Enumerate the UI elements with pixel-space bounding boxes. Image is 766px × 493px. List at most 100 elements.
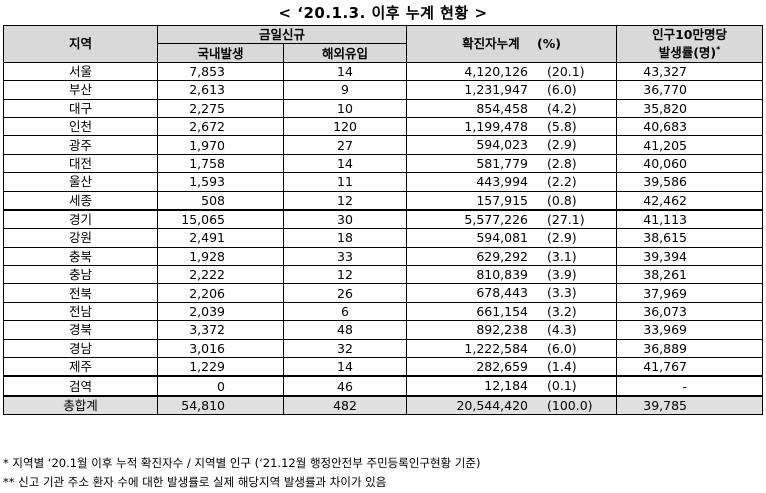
cell-domestic: 1,928 (157, 246, 284, 267)
header-cumulative: 확진자누계 (%) (406, 25, 618, 63)
cell-cumulative-value: 594,081 (476, 230, 529, 246)
cell-rate: 39,785 (616, 394, 764, 416)
cell-cumulative-percent: (2.9) (547, 230, 577, 246)
cell-domestic: 3,016 (157, 338, 284, 359)
table-row: 울산 1,593 11 443,994 (2.2) 39,586 (3, 172, 764, 192)
header-percent-label: (%) (537, 36, 561, 52)
cell-cumulative-percent: (4.2) (547, 100, 577, 116)
cell-cumulative-value: 282,659 (476, 359, 529, 375)
header-overseas: 해외유입 (282, 43, 408, 63)
cell-cumulative: 4,120,126 (20.1) (406, 61, 618, 82)
cell-rate: 40,683 (616, 116, 764, 137)
header-new-today: 금일신규 (156, 24, 408, 45)
cell-overseas: 18 (282, 228, 408, 248)
cell-cumulative: 594,081 (2.9) (406, 228, 618, 248)
table-row: 광주 1,970 27 594,023 (2.9) 41,205 (3, 135, 764, 155)
table-row: 경남 3,016 32 1,222,584 (6.0) 36,889 (3, 338, 764, 359)
cell-cumulative: 443,994 (2.2) (406, 172, 618, 192)
cell-cumulative-value: 854,458 (476, 100, 529, 116)
table-row: 전북 2,206 26 678,443 (3.3) 37,969 (3, 283, 764, 303)
cell-region: 광주 (3, 135, 158, 155)
cell-cumulative-value: 12,184 (484, 378, 529, 394)
cell-cumulative-value: 661,154 (476, 303, 529, 319)
table-row: 전남 2,039 6 661,154 (3.2) 36,073 (3, 301, 764, 322)
cell-region: 전남 (3, 301, 158, 322)
cell-overseas: 14 (282, 153, 408, 174)
cell-cumulative-percent: (100.0) (547, 397, 593, 413)
cell-rate: 41,767 (616, 357, 764, 377)
cell-domestic: 7,853 (157, 61, 284, 82)
cell-domestic: 0 (157, 375, 284, 397)
cell-rate: 41,113 (616, 208, 764, 230)
cell-domestic: 2,613 (157, 80, 284, 100)
cell-cumulative-percent: (2.2) (547, 174, 577, 190)
table-row: 대구 2,275 10 854,458 (4.2) 35,820 (3, 98, 764, 118)
cell-region: 충북 (3, 246, 158, 267)
cell-cumulative-value: 581,779 (476, 155, 529, 171)
cell-region: 검역 (3, 375, 158, 397)
cell-cumulative-value: 157,915 (476, 192, 529, 208)
cell-rate: - (616, 375, 764, 397)
cell-rate: 36,073 (616, 301, 764, 322)
header-row-1: 지역 금일신규 확진자누계 (%) 인구10만명당 발생률(명)* (3, 24, 764, 63)
cell-rate: 41,205 (616, 135, 764, 155)
header-domestic: 국내발생 (157, 43, 284, 63)
cell-overseas: 26 (282, 283, 408, 303)
cell-region: 경북 (3, 320, 158, 340)
header-region: 지역 (3, 25, 158, 63)
cell-domestic: 1,970 (157, 135, 284, 155)
cell-cumulative-value: 678,443 (476, 285, 529, 301)
cell-overseas: 12 (282, 190, 408, 211)
cell-cumulative-percent: (3.1) (547, 248, 577, 264)
cell-region: 서울 (3, 61, 158, 82)
cell-region: 인천 (3, 116, 158, 137)
cell-domestic: 3,372 (157, 320, 284, 340)
cell-overseas: 30 (282, 208, 408, 230)
cell-region: 제주 (3, 357, 158, 377)
cell-region: 부산 (3, 80, 158, 100)
cell-cumulative-percent: (3.2) (547, 303, 577, 319)
cell-region: 경남 (3, 338, 158, 359)
cell-rate: 37,969 (616, 283, 764, 303)
cell-cumulative: 629,292 (3.1) (406, 246, 618, 267)
cell-cumulative: 854,458 (4.2) (406, 98, 618, 118)
cell-domestic: 2,206 (157, 283, 284, 303)
cell-region: 경기 (3, 208, 158, 230)
cell-cumulative: 810,839 (3.9) (406, 265, 618, 285)
cell-cumulative-percent: (0.1) (547, 378, 577, 394)
header-rate-line1: 인구10만명당 (652, 27, 727, 43)
cell-rate: 42,462 (616, 190, 764, 211)
cell-rate: 38,261 (616, 265, 764, 285)
cell-cumulative: 594,023 (2.9) (406, 135, 618, 155)
cell-region: 전북 (3, 283, 158, 303)
cell-cumulative: 661,154 (3.2) (406, 301, 618, 322)
header-rate-mark: * (716, 45, 721, 55)
cell-overseas: 9 (282, 80, 408, 100)
cell-domestic: 1,758 (157, 153, 284, 174)
cell-rate: 33,969 (616, 320, 764, 340)
cell-cumulative: 282,659 (1.4) (406, 357, 618, 377)
cell-rate: 39,586 (616, 172, 764, 192)
cell-cumulative-percent: (27.1) (547, 211, 585, 227)
cell-cumulative-percent: (3.9) (547, 267, 577, 283)
table-row: 강원 2,491 18 594,081 (2.9) 38,615 (3, 228, 764, 248)
cell-cumulative-value: 629,292 (476, 248, 529, 264)
cell-domestic: 15,065 (157, 208, 284, 230)
cell-cumulative-percent: (2.8) (547, 155, 577, 171)
cell-cumulative-percent: (6.0) (547, 340, 577, 356)
table-title: < ‘20.1.3. 이후 누계 현황 > (278, 4, 488, 22)
table-row: 충북 1,928 33 629,292 (3.1) 39,394 (3, 246, 764, 267)
cell-cumulative: 678,443 (3.3) (406, 283, 618, 303)
footnote-1: * 지역별 ‘20.1월 이후 누적 확진자수 / 지역별 인구 (‘21.12… (3, 456, 481, 470)
cell-region: 세종 (3, 190, 158, 211)
cell-cumulative: 1,231,947 (6.0) (406, 80, 618, 100)
header-cumulative-label: 확진자누계 (462, 36, 520, 52)
cell-overseas: 33 (282, 246, 408, 267)
cell-domestic: 2,039 (157, 301, 284, 322)
cell-cumulative: 20,544,420 (100.0) (406, 394, 618, 416)
table-row: 세종 508 12 157,915 (0.8) 42,462 (3, 190, 764, 211)
cell-cumulative-value: 4,120,126 (464, 63, 529, 79)
cell-cumulative: 1,199,478 (5.8) (406, 116, 618, 137)
header-row-2: 국내발생 해외유입 (4, 43, 763, 63)
cell-overseas: 6 (282, 301, 408, 322)
